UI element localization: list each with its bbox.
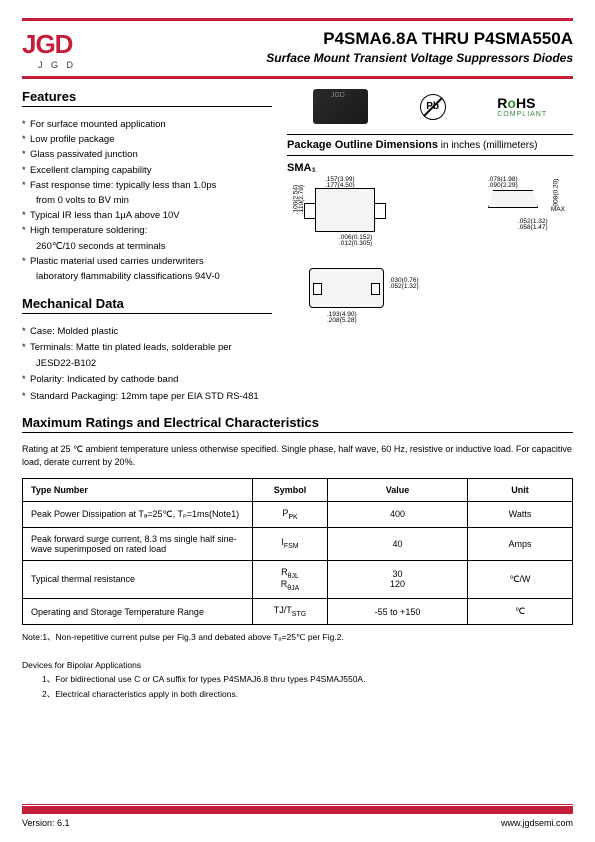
table-row: Typical thermal resistanceRθJLRθJA30120℃… [23, 560, 573, 599]
feature-item: High temperature soldering: [22, 223, 272, 238]
feature-item: from 0 volts to BV min [22, 193, 272, 208]
mechanical-heading: Mechanical Data [22, 296, 272, 314]
ratings-table: Type NumberSymbolValueUnit Peak Power Di… [22, 478, 573, 625]
version-label: Version: 6.1 [22, 818, 70, 828]
feature-item: For surface mounted application [22, 117, 272, 132]
page-subtitle: Surface Mount Transient Voltage Suppress… [92, 51, 573, 65]
ratings-note: Rating at 25 ℃ ambient temperature unles… [22, 443, 573, 470]
package-heading: Package Outline Dimensions in inches (mi… [287, 134, 573, 156]
feature-item: Fast response time: typically less than … [22, 178, 272, 193]
bipolar-notes: Devices for Bipolar Applications 1、For b… [22, 658, 573, 701]
feature-item: laboratory flammability classifications … [22, 269, 272, 284]
chip-image [313, 89, 368, 124]
package-diagram: .157(3.99) .177(4.50) .100(2.54) .110(2.… [287, 178, 573, 328]
footer-url: www.jgdsemi.com [501, 818, 573, 828]
feature-item: Typical IR less than 1μA above 10V [22, 208, 272, 223]
page-title: P4SMA6.8A THRU P4SMA550A [92, 29, 573, 49]
feature-item: Plastic material used carries underwrite… [22, 254, 272, 269]
mechanical-list: Case: Molded plasticTerminals: Matte tin… [22, 324, 272, 405]
mechanical-item: JESD22-B102 [22, 356, 272, 372]
sma-label: SMA₁ [287, 162, 573, 174]
table-header: Type Number [23, 478, 253, 501]
table-row: Peak forward surge current, 8.3 ms singl… [23, 527, 573, 560]
logo: JGD J G D [22, 29, 92, 70]
feature-item: Excellent clamping capability [22, 163, 272, 178]
ratings-heading: Maximum Ratings and Electrical Character… [22, 415, 573, 433]
pb-free-icon: Pb [420, 94, 446, 120]
table-header: Symbol [253, 478, 328, 501]
feature-item: 260℃/10 seconds at terminals [22, 239, 272, 254]
top-red-bar [22, 18, 573, 21]
rohs-badge: RoHS COMPLIANT [497, 95, 547, 118]
mechanical-item: Standard Packaging: 12mm tape per EIA ST… [22, 389, 272, 405]
footnote-1: Note:1、Non-repetitive current pulse per … [22, 631, 573, 644]
title-block: P4SMA6.8A THRU P4SMA550A Surface Mount T… [92, 29, 573, 65]
table-header: Value [328, 478, 468, 501]
header-underline [22, 76, 573, 79]
table-row: Peak Power Dissipation at Tₐ=25℃, Tₚ=1ms… [23, 501, 573, 527]
logo-text: JGD [22, 29, 92, 60]
table-row: Operating and Storage Temperature RangeT… [23, 599, 573, 625]
mechanical-item: Polarity: Indicated by cathode band [22, 372, 272, 388]
header: JGD J G D P4SMA6.8A THRU P4SMA550A Surfa… [22, 29, 573, 70]
logo-subtitle: J G D [22, 60, 92, 70]
table-header: Unit [468, 478, 573, 501]
feature-item: Glass passivated junction [22, 147, 272, 162]
badge-row: Pb RoHS COMPLIANT [287, 89, 573, 124]
features-list: For surface mounted applicationLow profi… [22, 117, 272, 284]
footer: Version: 6.1 www.jgdsemi.com [22, 804, 573, 828]
mechanical-item: Terminals: Matte tin plated leads, solde… [22, 340, 272, 356]
mechanical-item: Case: Molded plastic [22, 324, 272, 340]
feature-item: Low profile package [22, 132, 272, 147]
features-heading: Features [22, 89, 272, 107]
